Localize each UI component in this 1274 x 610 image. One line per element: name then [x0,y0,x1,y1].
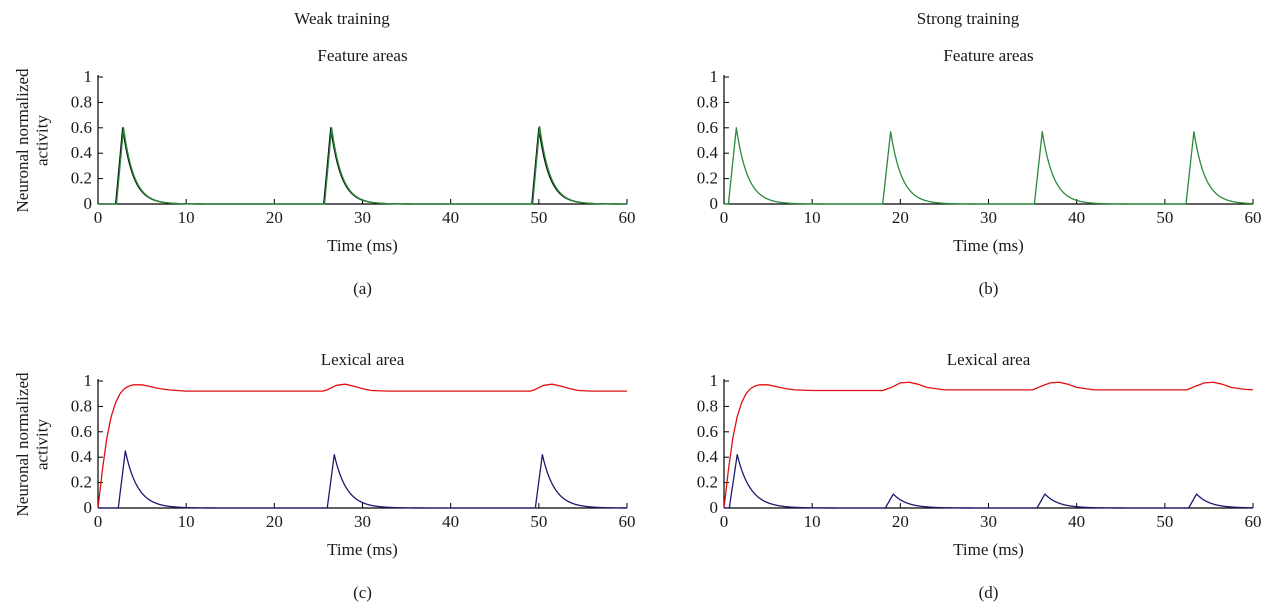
y-tick-label: 0.6 [71,118,92,137]
x-axis-label: Time (ms) [953,540,1024,559]
y-tick-label: 0.6 [71,422,92,441]
x-tick-label: 40 [442,208,459,227]
y-tick-label: 1 [710,67,719,86]
panel-title: Lexical area [947,350,1031,369]
y-axis-label-line: activity [33,115,52,166]
y-axis-label-line: Neuronal normalized [13,372,32,516]
x-tick-label: 20 [892,512,909,531]
x-tick-label: 40 [442,512,459,531]
series-line-1 [723,454,1254,509]
x-tick-label: 10 [804,512,821,531]
panel-title: Feature areas [317,46,407,65]
x-tick-label: 50 [1156,208,1173,227]
y-tick-label: 1 [84,371,93,390]
column-title-strong: Strong training [917,9,1020,28]
y-tick-label: 0.6 [697,422,718,441]
x-tick-label: 40 [1068,512,1085,531]
x-tick-label: 50 [1156,512,1173,531]
column-title-weak: Weak training [294,9,390,28]
panel-tag: (d) [979,583,999,602]
x-tick-label: 30 [980,512,997,531]
x-tick-label: 40 [1068,208,1085,227]
y-tick-label: 0.4 [71,143,93,162]
x-tick-label: 0 [94,208,103,227]
y-axis-label-line: activity [33,419,52,470]
panel-title: Feature areas [943,46,1033,65]
series-line-0 [723,381,1254,509]
x-tick-label: 30 [354,512,371,531]
panel-a: Feature areas Neuronal normalizedactivity… [13,46,636,298]
x-axis-label: Time (ms) [327,540,398,559]
y-tick-label: 0.2 [697,473,718,492]
y-tick-label: 0 [84,194,93,213]
y-tick-label: 0.8 [697,396,718,415]
series-line-0 [723,127,1254,205]
y-tick-label: 1 [710,371,719,390]
y-tick-label: 0.2 [697,169,718,188]
x-tick-label: 10 [178,512,195,531]
x-tick-label: 30 [980,208,997,227]
series-line-1 [97,125,628,205]
y-tick-label: 0.4 [71,447,93,466]
y-tick-label: 0.8 [71,92,92,111]
x-tick-label: 60 [1245,208,1262,227]
x-axis-label: Time (ms) [327,236,398,255]
panel-tag: (c) [353,583,372,602]
y-axis-label: Neuronal normalizedactivity [13,68,52,212]
y-tick-label: 0.2 [71,169,92,188]
panel-tag: (a) [353,279,372,298]
series-line-1 [97,450,628,509]
panel-tag: (b) [979,279,999,298]
y-tick-label: 0.8 [71,396,92,415]
x-axis-label: Time (ms) [953,236,1024,255]
y-tick-label: 0.4 [697,447,719,466]
x-tick-label: 60 [619,208,636,227]
x-tick-label: 0 [94,512,103,531]
x-tick-label: 20 [266,208,283,227]
y-tick-label: 0.6 [697,118,718,137]
x-tick-label: 60 [619,512,636,531]
x-tick-label: 60 [1245,512,1262,531]
series-line-0 [97,383,627,509]
y-tick-label: 0 [710,498,719,517]
y-tick-label: 0 [84,498,93,517]
y-tick-label: 0.8 [697,92,718,111]
y-tick-label: 1 [84,67,93,86]
x-tick-label: 0 [720,512,729,531]
panel-c: Lexical area Neuronal normalizedactivity 0… [13,350,636,602]
y-tick-label: 0 [710,194,719,213]
y-axis-label-line: Neuronal normalized [13,68,32,212]
x-tick-label: 50 [530,512,547,531]
y-axis-label: Neuronal normalizedactivity [13,372,52,516]
x-tick-label: 10 [804,208,821,227]
x-tick-label: 30 [354,208,371,227]
x-tick-label: 0 [720,208,729,227]
y-tick-label: 0.2 [71,473,92,492]
x-tick-label: 20 [266,512,283,531]
x-tick-label: 10 [178,208,195,227]
y-tick-label: 0.4 [697,143,719,162]
x-tick-label: 50 [530,208,547,227]
panel-title: Lexical area [321,350,405,369]
x-tick-label: 20 [892,208,909,227]
